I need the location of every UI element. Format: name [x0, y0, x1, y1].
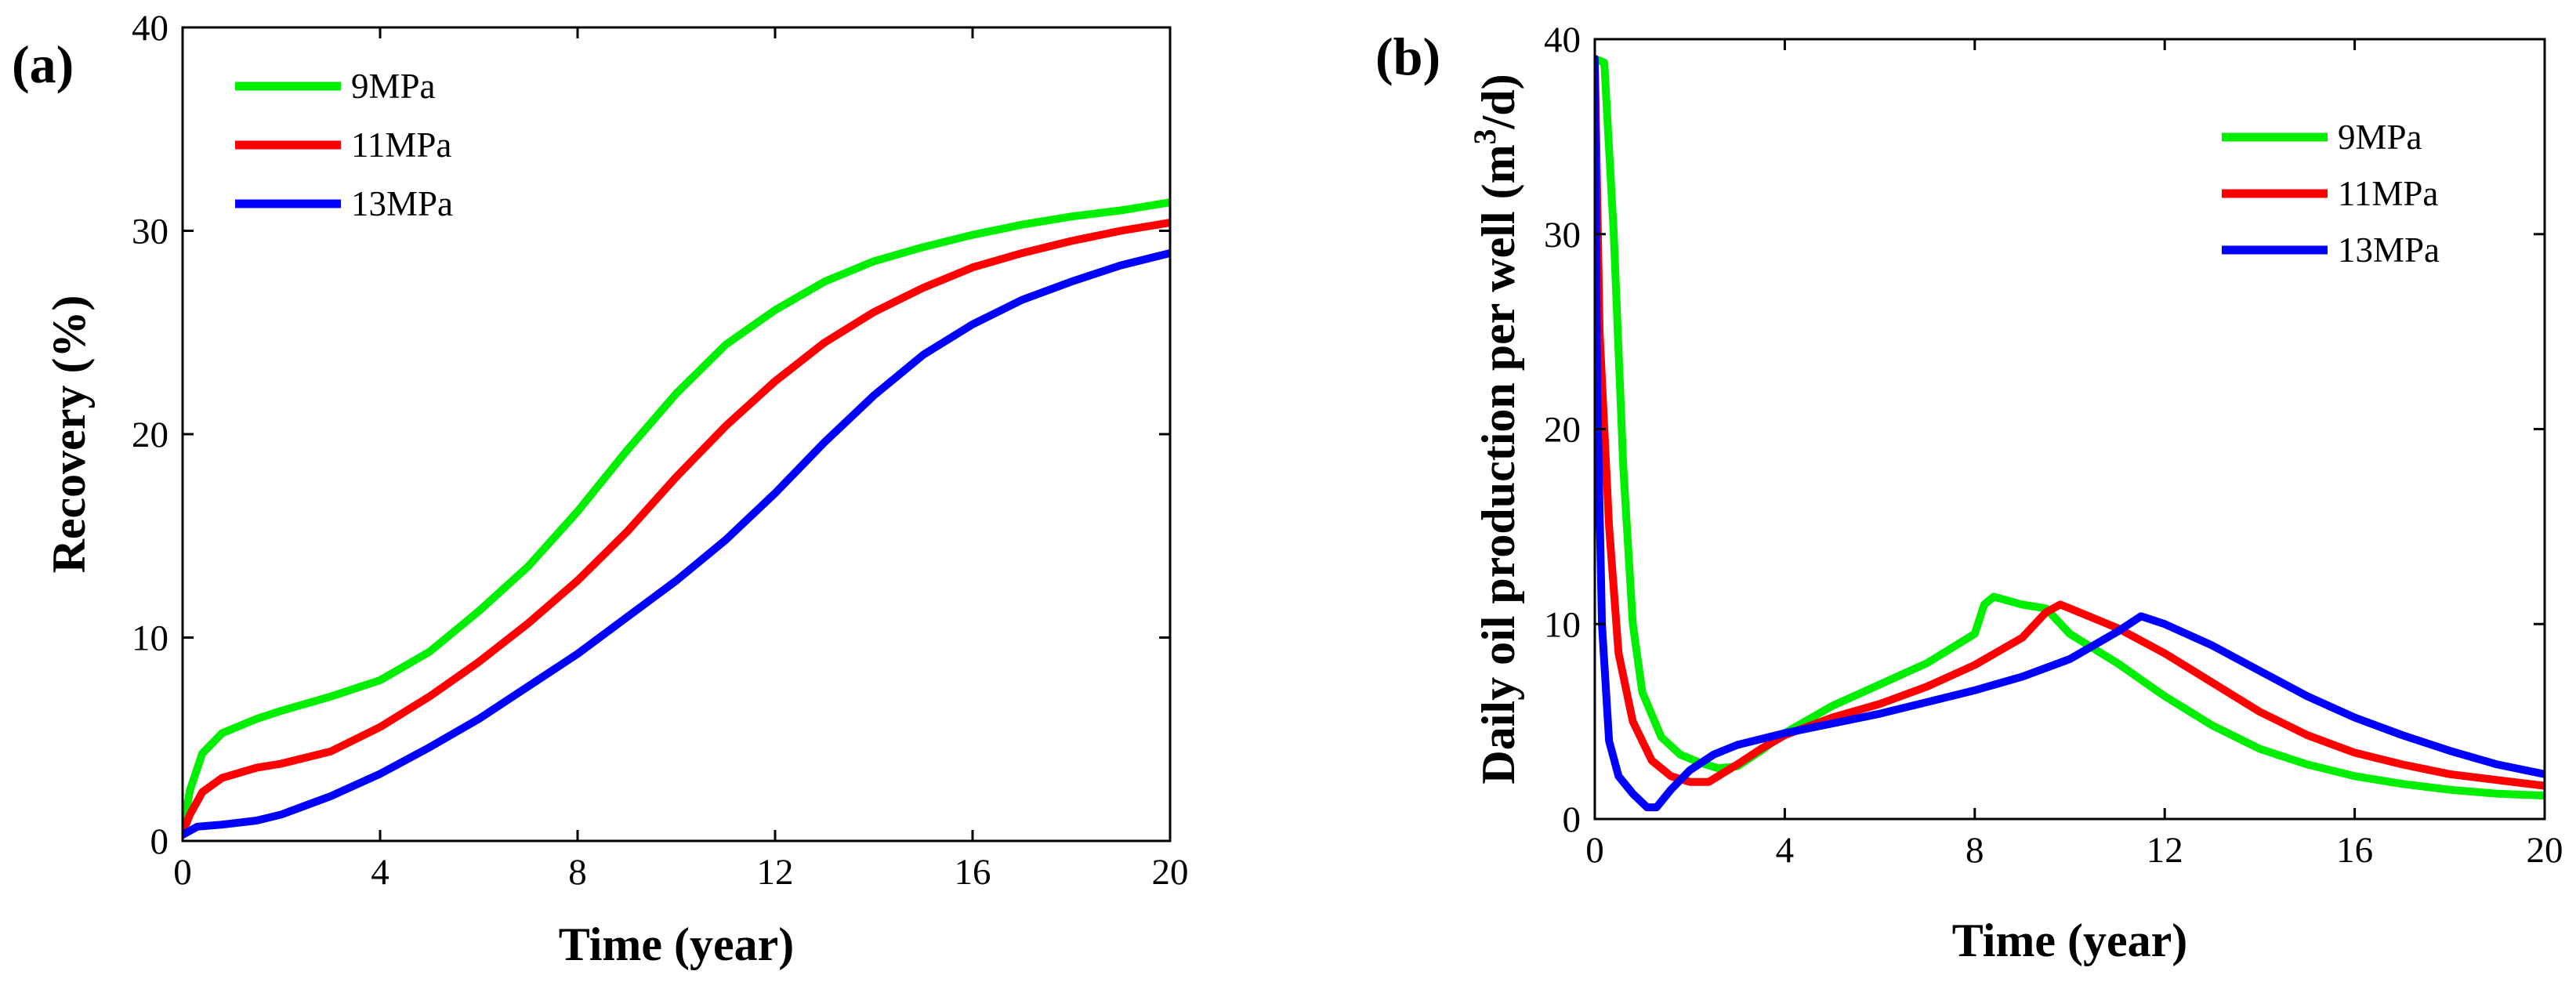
b-x-tick-label-4: 4: [1776, 830, 1795, 871]
a-legend-label-9mpa: 9MPa: [351, 67, 436, 106]
b-series-line-13mpa: [1595, 54, 2545, 812]
a-legend-label-11mpa: 11MPa: [351, 125, 451, 165]
a-x-tick-label-0: 0: [173, 852, 192, 893]
b-y-axis-label-tail: /d): [1473, 74, 1524, 129]
b-panel-label: (b): [1375, 27, 1440, 86]
a-panel-label: (a): [12, 34, 74, 94]
a-x-tick-label-4: 4: [371, 852, 389, 893]
b-y-axis-label-superscript: 3: [1467, 129, 1502, 144]
b-y-tick-label-10: 10: [1544, 604, 1581, 645]
a-y-tick-label-10: 10: [132, 618, 168, 659]
b-y-axis-label-main: Daily oil production per well (m: [1473, 144, 1524, 784]
a-x-tick-label-12: 12: [757, 852, 794, 893]
a-series-line-9mpa: [183, 198, 1170, 835]
b-y-tick-label-20: 20: [1544, 410, 1581, 451]
a-y-tick-label-40: 40: [132, 8, 168, 49]
b-x-tick-label-0: 0: [1585, 830, 1604, 871]
a-x-tick-label-8: 8: [568, 852, 587, 893]
b-legend-label-9mpa: 9MPa: [2338, 118, 2422, 157]
b-legend-label-11mpa: 11MPa: [2338, 174, 2438, 213]
a-series-line-13mpa: [183, 249, 1170, 839]
a-y-tick-label-20: 20: [132, 415, 168, 455]
a-y-tick-label-30: 30: [132, 212, 168, 252]
a-x-tick-label-16: 16: [955, 852, 991, 893]
b-y-tick-label-40: 40: [1544, 20, 1581, 60]
b-x-tick-label-8: 8: [1966, 830, 1984, 871]
a-y-tick-label-0: 0: [150, 821, 169, 862]
a-x-axis-label: Time (year): [559, 919, 794, 970]
a-x-tick-label-20: 20: [1152, 852, 1189, 893]
b-x-axis-label: Time (year): [1952, 915, 2187, 966]
b-y-tick-label-30: 30: [1544, 215, 1581, 255]
b-series-line-9mpa: [1595, 54, 2545, 800]
panel-a-recovery-chart: 0 4 8 12 16 20 0 10 20 30 40 Time (year) Recovery (%…: [12, 8, 1189, 970]
b-x-tick-label-16: 16: [2336, 830, 2373, 871]
b-y-tick-label-0: 0: [1563, 799, 1581, 840]
b-legend-label-13mpa: 13MPa: [2338, 230, 2440, 270]
panel-b-daily-oil-production-chart: 0 4 8 12 16 20 0 10 20 30 40 Time (year) Daily oil p…: [1375, 20, 2563, 966]
b-y-axis-label: Daily oil production per well (m3/d): [1467, 74, 1524, 784]
a-series-line-11mpa: [183, 219, 1170, 837]
a-y-axis-label: Recovery (%): [43, 295, 95, 574]
b-series-line-11mpa: [1595, 54, 2545, 790]
b-x-tick-label-20: 20: [2527, 830, 2563, 871]
a-legend-label-13mpa: 13MPa: [351, 184, 453, 223]
a-plot-frame: [181, 26, 1172, 842]
b-x-tick-label-12: 12: [2147, 830, 2183, 871]
a-series-group: [183, 198, 1170, 839]
b-series-group: [1595, 54, 2545, 812]
